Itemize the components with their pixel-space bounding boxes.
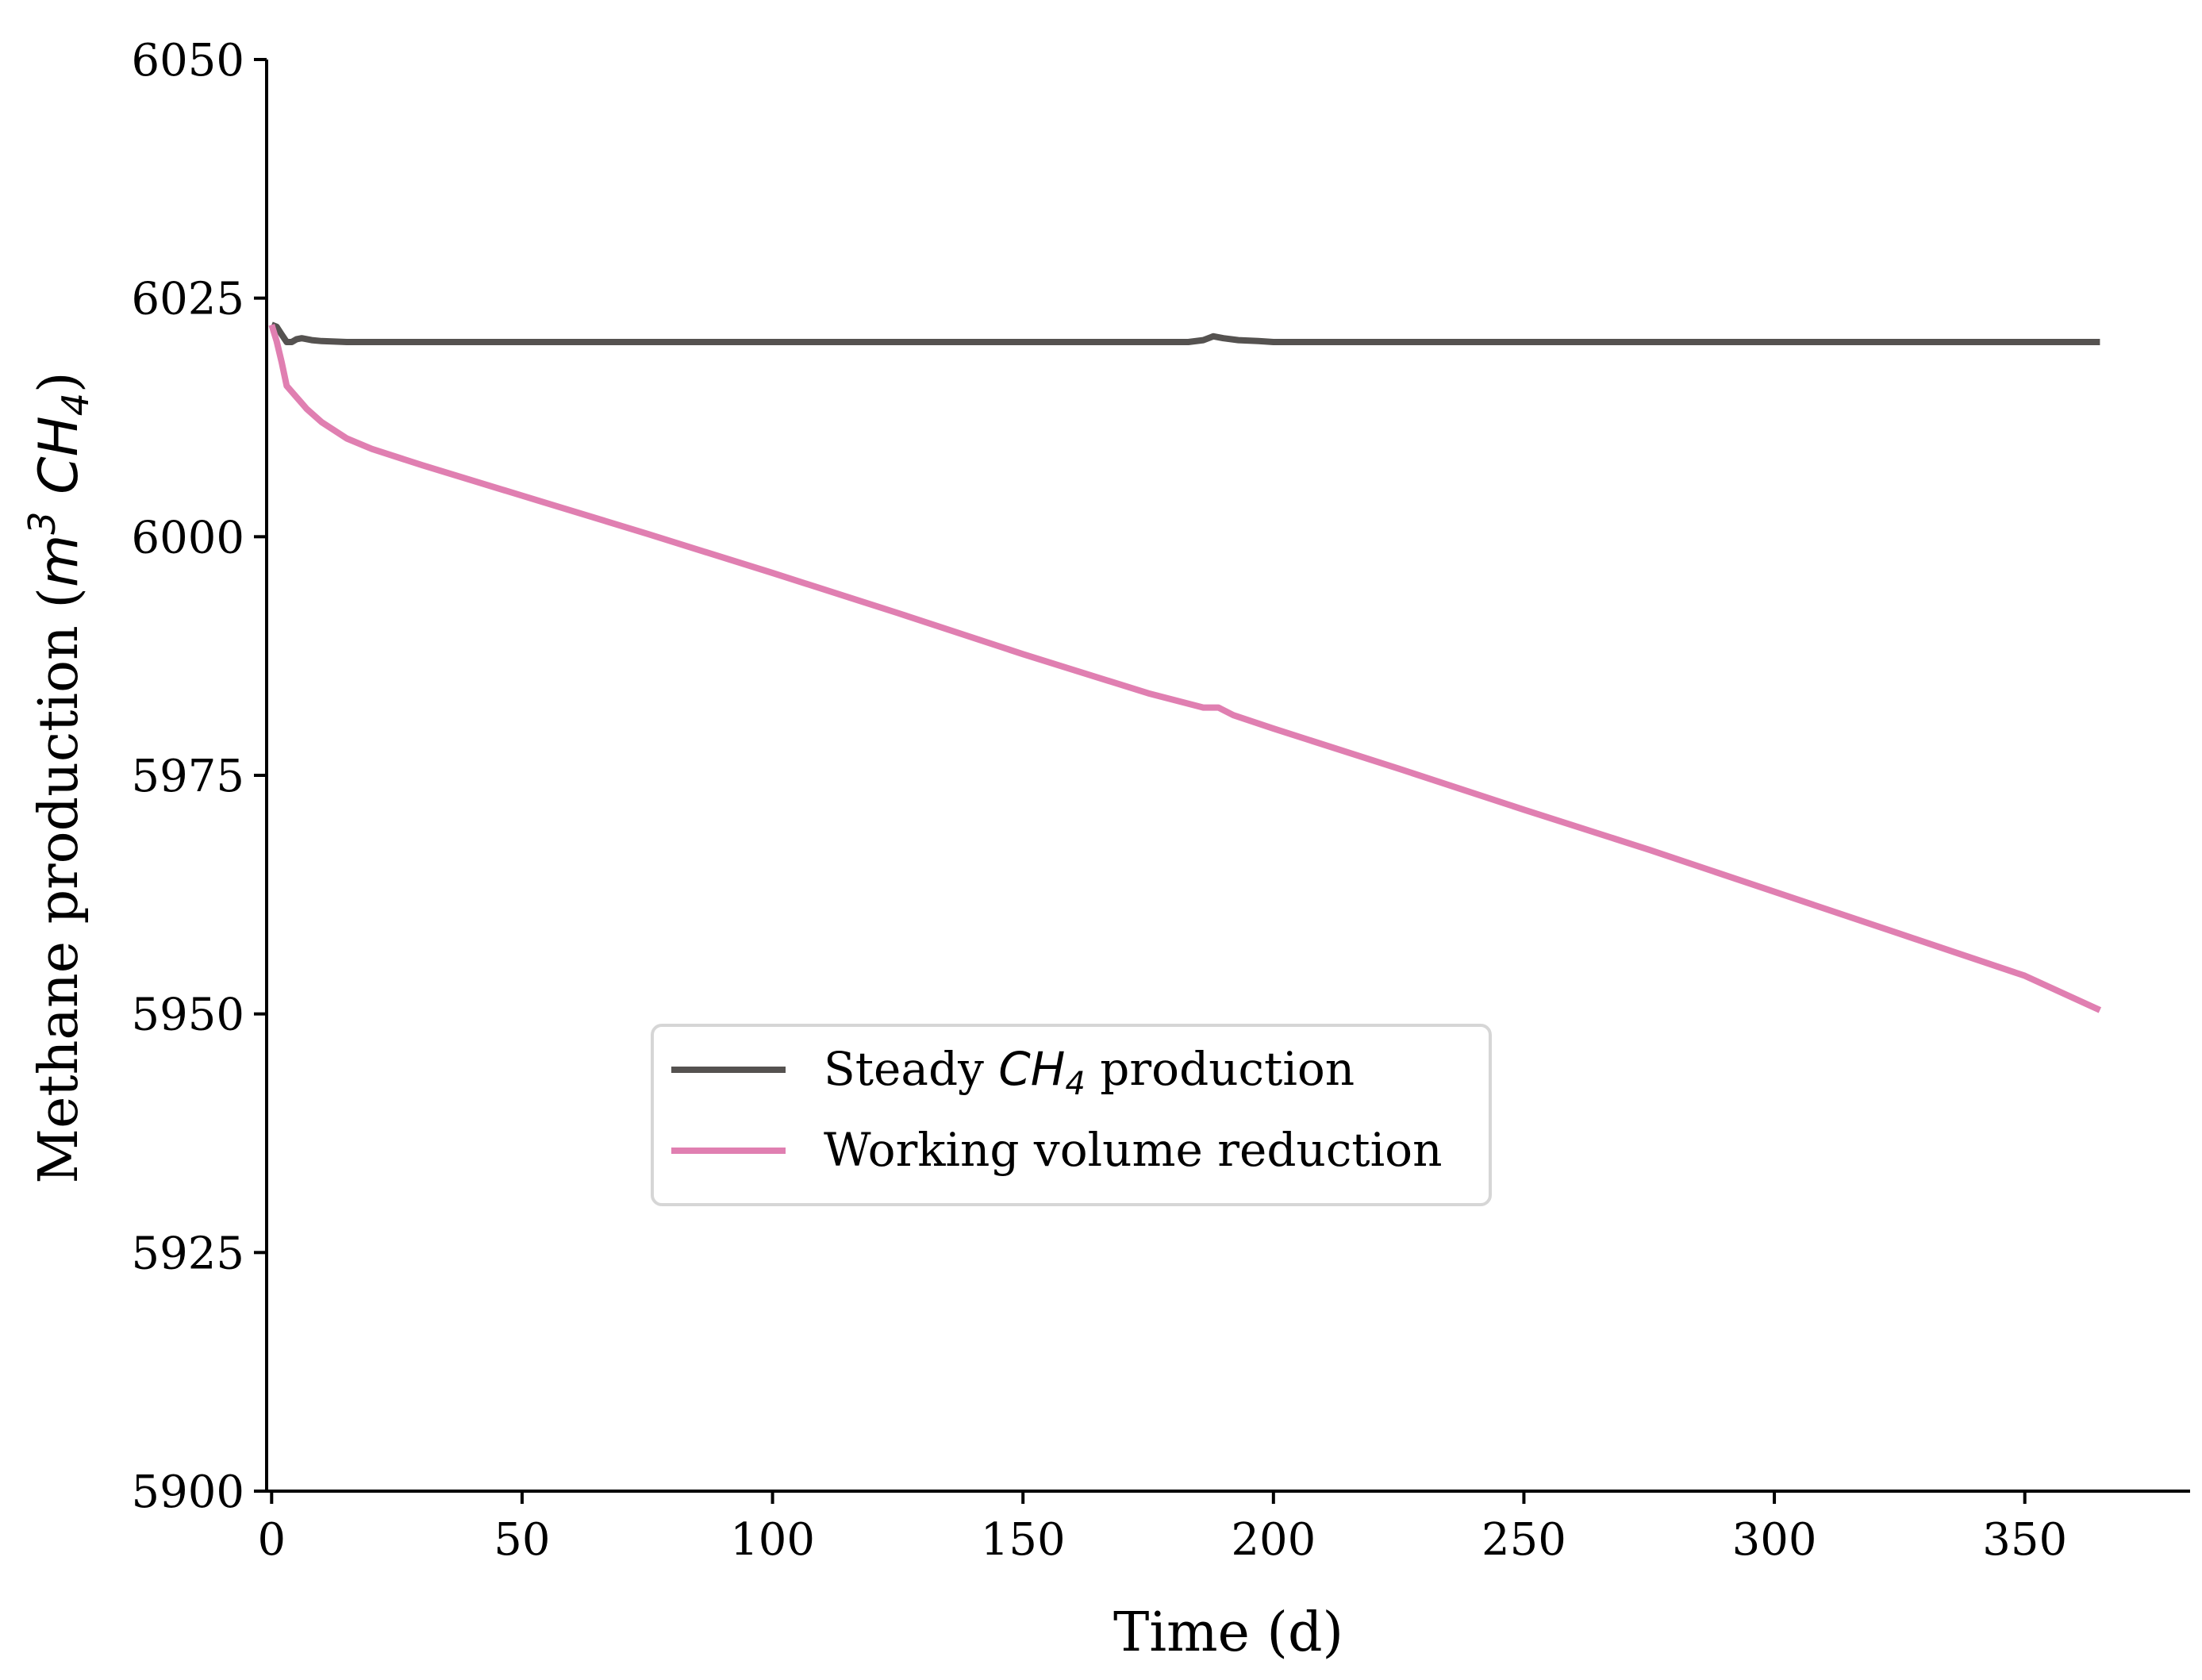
series-line-steady (270, 321, 2100, 345)
y-tick-label: 5975 (131, 751, 244, 802)
y-tick-label: 6050 (131, 35, 244, 86)
y-tick-label: 6025 (131, 274, 244, 325)
y-tick-label: 5925 (131, 1228, 244, 1279)
series-line-working-volume (268, 324, 2102, 1013)
y-tick-label: 5950 (131, 990, 244, 1041)
x-tick-label: 250 (1481, 1514, 1566, 1566)
x-tick-label: 300 (1732, 1514, 1817, 1566)
plot-series (268, 321, 2102, 1013)
x-tick-label: 350 (1982, 1514, 2067, 1566)
x-tick-label: 0 (257, 1514, 286, 1566)
x-tick-label: 50 (494, 1514, 550, 1566)
legend: Steady CH4 production Working volume red… (651, 1024, 1492, 1206)
y-tick-label: 6000 (131, 512, 244, 563)
x-tick-label: 100 (730, 1514, 815, 1566)
x-tick-label: 200 (1231, 1514, 1316, 1566)
y-tick-label: 5900 (131, 1467, 244, 1518)
x-axis-ticks: 0 50 100 150 200 250 300 350 (257, 1491, 2067, 1566)
x-axis-label: Time (d) (1113, 1601, 1343, 1664)
y-axis-ticks: 5900 5925 5950 5975 6000 6025 6050 (131, 35, 267, 1518)
legend-label-working-volume: Working volume reduction (824, 1123, 1442, 1177)
legend-frame (651, 1024, 1492, 1206)
legend-label-steady: Steady CH4 production (824, 1042, 1355, 1102)
x-tick-label: 150 (981, 1514, 1066, 1566)
y-axis-label: Methane production (m3 CH4) (21, 371, 97, 1183)
